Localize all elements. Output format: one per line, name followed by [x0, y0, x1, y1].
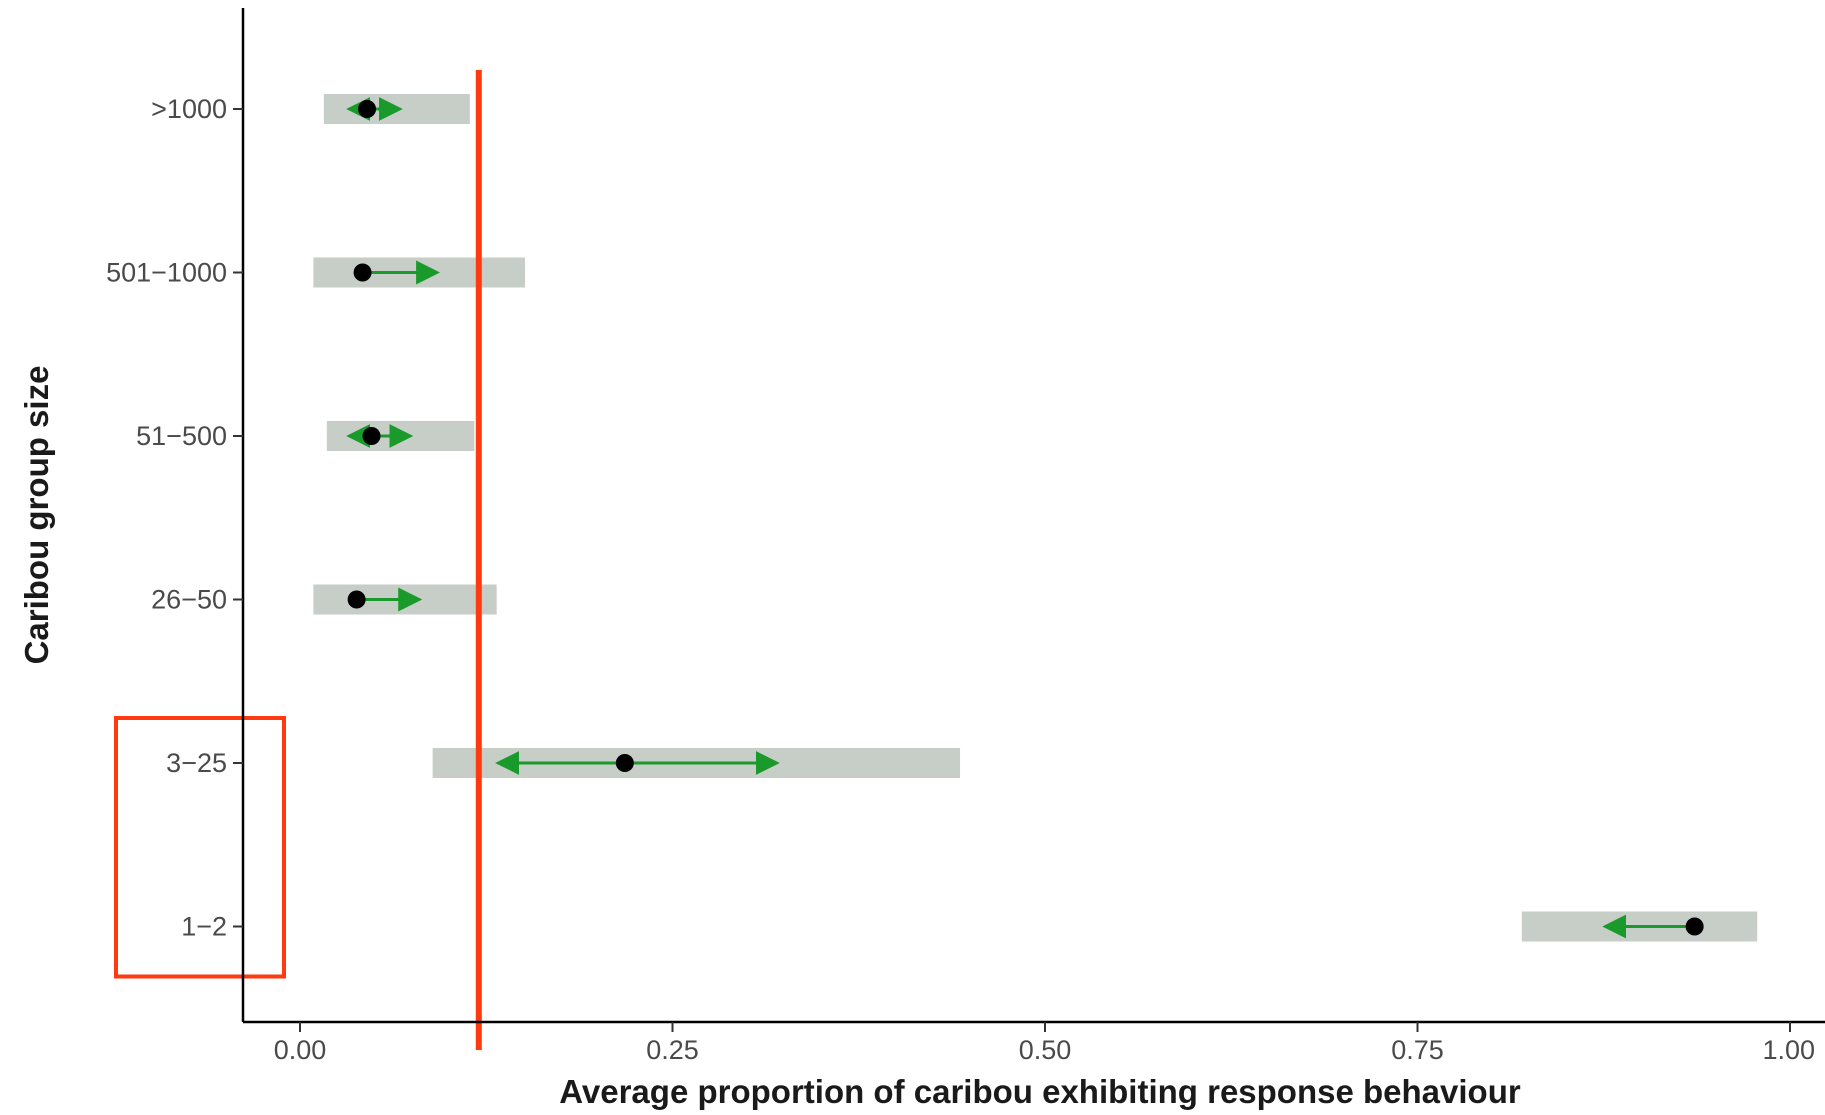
axes [241, 8, 1825, 1024]
x-tick-label: 0.25 [646, 1035, 699, 1065]
y-tick-label: >1000 [151, 94, 227, 124]
y-axis-ticks: >1000 501−1000 51−500 26−50 3−25 1−2 [106, 94, 243, 942]
x-tick-label: 0.00 [274, 1035, 327, 1065]
mean-point [347, 590, 366, 609]
mean-point [1685, 917, 1704, 936]
x-tick-label: 0.50 [1019, 1035, 1072, 1065]
mean-point [362, 427, 381, 445]
x-axis-title: Average proportion of caribou exhibiting… [559, 1073, 1521, 1110]
highlight-box [114, 716, 286, 979]
y-tick-label: 3−25 [166, 748, 227, 778]
y-tick-label: 501−1000 [106, 258, 227, 288]
arrow-intervals [346, 97, 1695, 939]
y-tick-label: 26−50 [151, 585, 227, 615]
x-tick-label: 1.00 [1762, 1035, 1815, 1065]
reference-layer [114, 70, 482, 1050]
y-tick-label: 1−2 [181, 912, 227, 942]
mean-point [353, 263, 372, 282]
mean-point [358, 100, 377, 118]
y-tick-label: 51−500 [136, 421, 227, 451]
mean-points [347, 100, 1704, 936]
interval-bands [313, 94, 1758, 942]
mean-point [615, 754, 634, 772]
y-axis-title: Caribou group size [18, 366, 55, 665]
x-tick-label: 0.75 [1391, 1035, 1444, 1065]
x-axis-ticks: 0.00 0.25 0.50 0.75 1.00 [274, 1022, 1815, 1065]
